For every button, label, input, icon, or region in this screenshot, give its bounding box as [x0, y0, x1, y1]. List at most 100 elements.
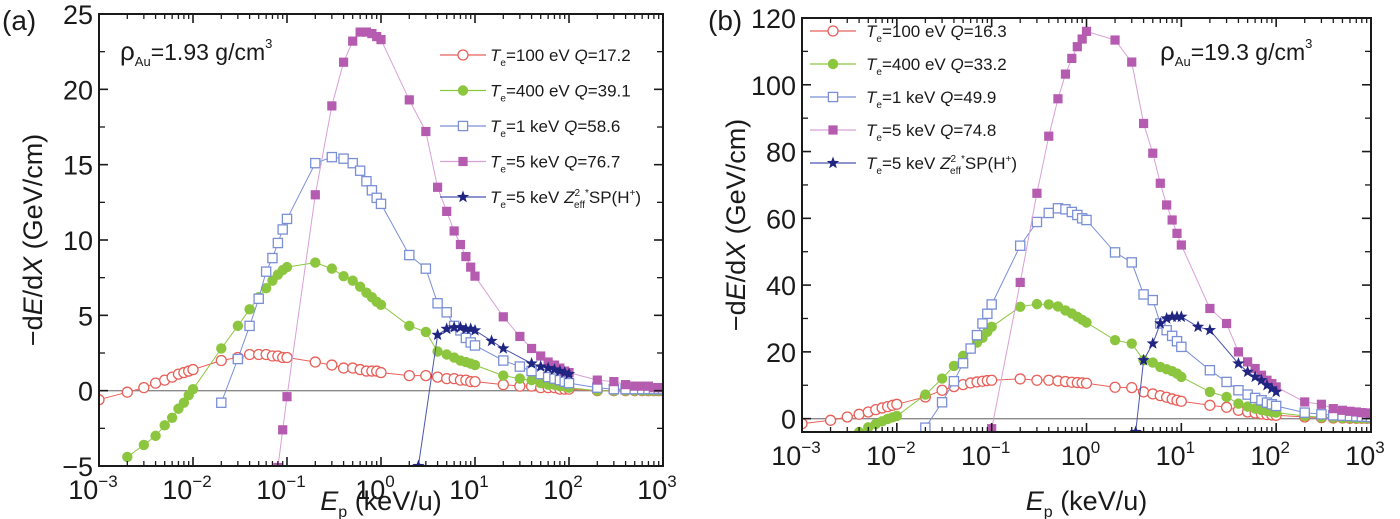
data-point [440, 322, 453, 335]
data-point [403, 369, 415, 382]
data-point [637, 381, 647, 391]
data-point [1221, 376, 1232, 388]
legend-T-subscript: e [500, 129, 506, 140]
data-point [1221, 318, 1232, 329]
data-point [982, 308, 993, 320]
panel-label: (b) [708, 5, 742, 36]
data-point [1366, 409, 1371, 419]
legend-Q-value: =39.1 [588, 82, 631, 101]
data-point [216, 343, 227, 354]
legend-label: Te=400 eV Q=39.1 [490, 82, 631, 105]
y-tick-label: 100 [751, 71, 796, 101]
data-point [1191, 320, 1205, 333]
legend-temperature: =100 eV [882, 22, 951, 41]
data-point [536, 351, 546, 361]
data-point [253, 293, 264, 305]
data-point [562, 367, 576, 380]
data-point [853, 408, 865, 420]
data-point [281, 213, 293, 225]
data-point [348, 36, 358, 46]
data-point [936, 373, 948, 384]
data-point [514, 373, 526, 384]
data-point [260, 266, 272, 277]
data-point [449, 226, 459, 236]
data-point [1032, 188, 1042, 198]
legend-label: Te=1 keV Q=49.9 [866, 88, 996, 111]
density-annotation: ρAu=1.93 g/cm3 [120, 36, 272, 69]
y-tick-label: 0 [78, 377, 93, 407]
data-point [469, 359, 481, 371]
data-point [326, 359, 338, 371]
data-point [1080, 377, 1093, 389]
data-point [461, 251, 471, 262]
legend-label: Te=1 keV Q=58.6 [490, 117, 620, 140]
data-point [326, 151, 338, 163]
x-tick-exponent: 0 [385, 472, 394, 491]
x-label-symbol: E [1026, 486, 1045, 516]
data-point [442, 206, 452, 216]
data-point [282, 392, 292, 402]
legend-plus: + [630, 188, 636, 199]
data-point [361, 175, 372, 187]
y-axis-label: −dE/dX (GeV/cm) [721, 119, 751, 331]
y-tick-label: 120 [751, 4, 796, 34]
data-point [187, 383, 199, 395]
data-point [553, 364, 567, 377]
data-point [534, 360, 547, 372]
data-point [1357, 408, 1367, 418]
data-point [497, 378, 509, 391]
x-tick-exponent: 3 [667, 472, 676, 491]
data-point [338, 57, 349, 67]
data-point [630, 381, 640, 391]
data-point [649, 383, 659, 393]
data-point [1255, 373, 1268, 386]
legend-T-subscript: e [876, 133, 882, 144]
data-point [347, 275, 358, 286]
data-point [281, 351, 293, 364]
legend-T-subscript: e [500, 58, 506, 69]
legend-asterisk: * [585, 188, 589, 199]
panel-label: (a) [2, 5, 36, 36]
data-point [375, 198, 387, 210]
legend-T: T [490, 117, 502, 136]
data-point [421, 126, 431, 137]
data-point [515, 331, 525, 342]
y-tick-label: −5 [62, 452, 93, 482]
x-tick-base: 10 [68, 475, 98, 505]
data-point [1014, 240, 1026, 251]
legend-Z-superscript: 2 [950, 154, 956, 165]
data-point [1077, 34, 1087, 44]
data-point [244, 304, 255, 315]
data-point [936, 384, 948, 396]
data-point [1138, 118, 1149, 129]
y-label-E: E [721, 281, 751, 300]
data-point [1138, 289, 1149, 300]
data-point [1204, 364, 1216, 376]
x-tick-exponent: −3 [801, 438, 820, 457]
legend-label: Te=100 eV Q=17.2 [490, 46, 631, 69]
data-point [891, 398, 903, 410]
legend-T: T [490, 153, 502, 172]
data-point [1203, 323, 1217, 336]
data-point [1175, 310, 1188, 323]
data-point [1248, 370, 1262, 383]
data-point [347, 157, 358, 169]
legend-label: Te=5 keV Z2 eff*SP(H+) [866, 154, 1017, 177]
data-point [1162, 200, 1172, 210]
data-point [260, 283, 272, 294]
data-point [1176, 341, 1187, 353]
legend-Q: Q [950, 55, 963, 74]
data-point [1204, 399, 1216, 411]
data-point [541, 361, 555, 374]
data-point [1126, 338, 1137, 349]
data-point [178, 397, 190, 408]
legend-Q-value: =16.3 [964, 22, 1007, 41]
data-point [1147, 294, 1159, 306]
x-tick-base: 10 [771, 441, 801, 471]
data-point [1221, 391, 1232, 403]
legend-label: Te=100 eV Q=16.3 [866, 22, 1007, 45]
legend-item-2: Te=1 keV Q=58.6 [440, 117, 620, 140]
data-point [936, 397, 948, 408]
legend-marker [828, 125, 838, 135]
